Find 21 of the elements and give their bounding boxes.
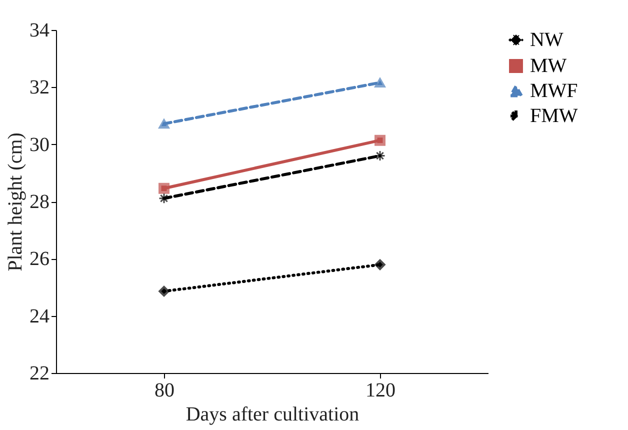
x-tick-label: 120 [366, 380, 396, 402]
y-tick-label: 32 [30, 76, 50, 99]
legend-label: NW [530, 29, 564, 51]
point [158, 286, 170, 297]
point [374, 259, 386, 270]
y-tick-label: 26 [30, 248, 50, 270]
point [158, 182, 170, 194]
legend-label: MW [530, 55, 567, 77]
y-axis-title: Plant height (cm) [4, 132, 26, 272]
y-tick-label: 24 [30, 305, 50, 328]
legend-label: FMW [530, 105, 578, 127]
y-tick-label: 30 [30, 134, 50, 156]
point [374, 150, 386, 162]
y-tick-label: 22 [30, 362, 50, 384]
y-tick-label: 28 [30, 191, 50, 213]
point [158, 192, 170, 204]
x-axis-title: Days after cultivation [186, 404, 360, 426]
legend-label: MWF [530, 80, 578, 102]
x-tick-label: 80 [154, 380, 174, 402]
point [374, 134, 386, 146]
y-tick-label: 34 [30, 20, 50, 42]
